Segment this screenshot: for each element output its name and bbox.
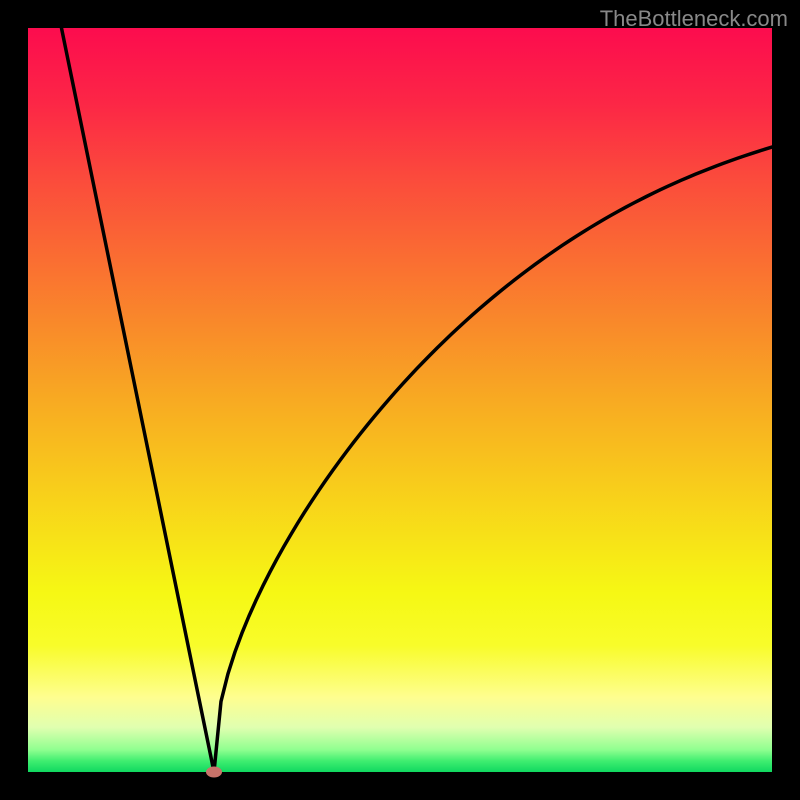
bottleneck-curve xyxy=(28,28,772,772)
plot-area xyxy=(28,28,772,772)
minimum-marker xyxy=(206,767,222,778)
watermark-text: TheBottleneck.com xyxy=(600,6,788,32)
